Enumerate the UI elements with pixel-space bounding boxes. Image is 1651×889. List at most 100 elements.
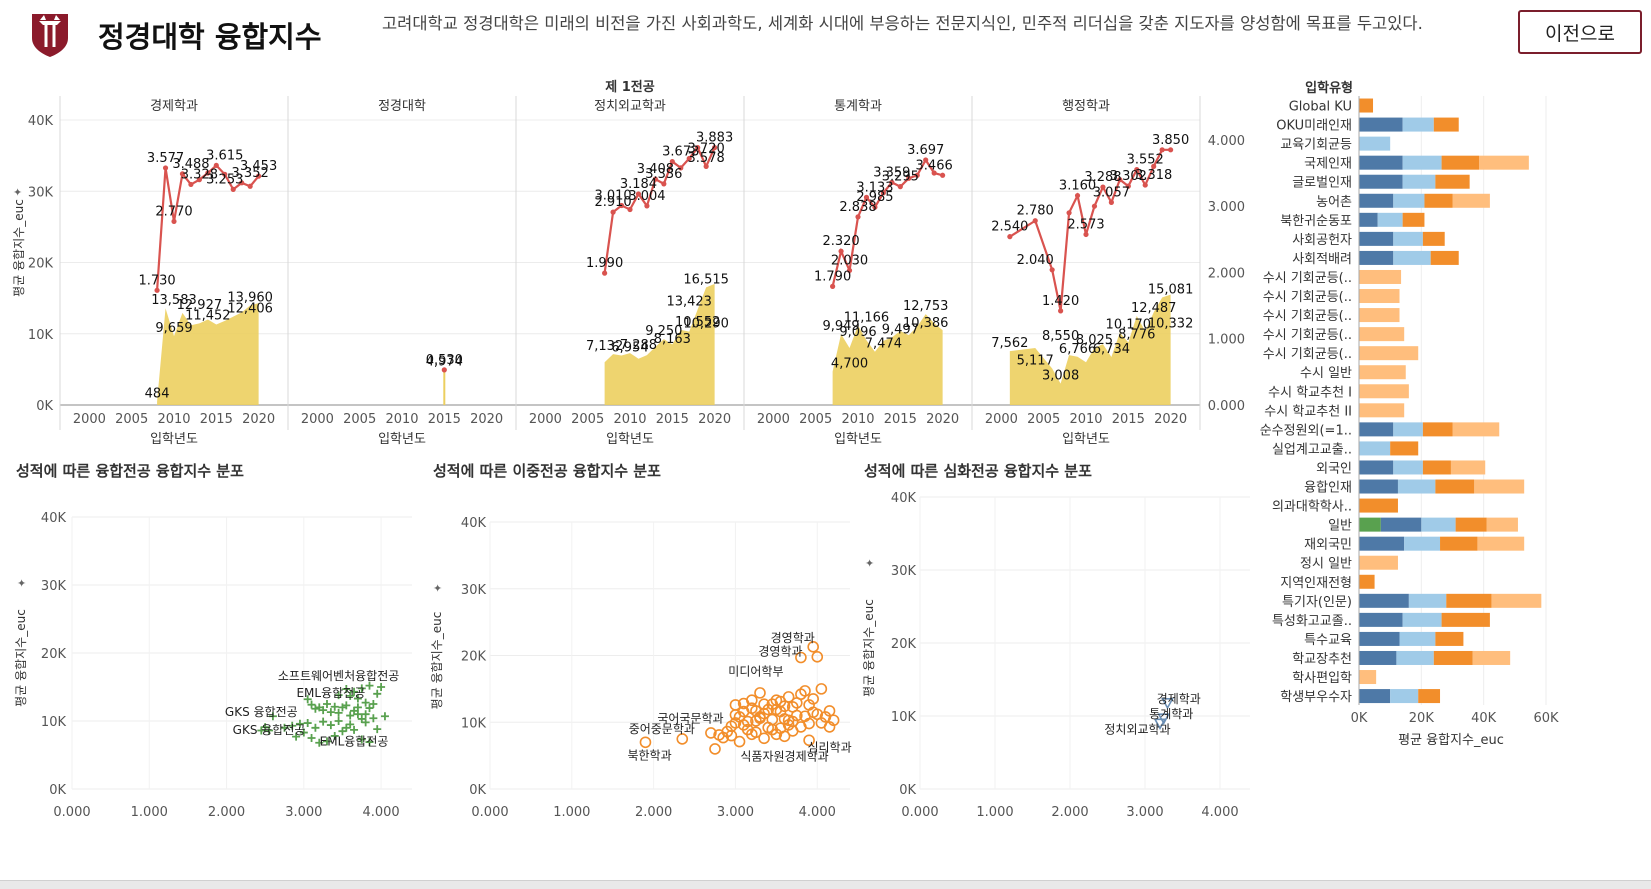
area-data-label: 8,025 (1076, 333, 1113, 348)
point-label: 식품자원경제학과 (740, 749, 828, 763)
scatter-point (261, 723, 270, 732)
bar-segment (1359, 98, 1374, 113)
x-tick-label: 2000 (301, 412, 334, 427)
scatter-title: 성적에 따른 이중전공 융합지수 분포 (433, 462, 661, 480)
line-data-label: 3.720 (688, 141, 725, 156)
area-data-label: 10,386 (903, 316, 949, 331)
bar-segment (1359, 631, 1400, 646)
line-data-label: 3.253 (206, 172, 243, 187)
bar-segment (1474, 479, 1525, 494)
category-label: 수시 학교추천 I (1268, 385, 1352, 400)
x-tick-label: 3.000 (285, 805, 322, 820)
line-point (669, 158, 675, 165)
point-label: 미디어학부 (728, 665, 783, 679)
x-tick-label: 2005 (571, 412, 604, 427)
x-tick-label: 2015 (200, 412, 233, 427)
bar-segment (1486, 517, 1518, 532)
bar-segment (1452, 193, 1490, 208)
scatter-chart-4: 성적에 따른 심화전공 융합지수 분포 40K 30K 20K 10K 0K 0.000 1.… (862, 462, 1250, 820)
line-data-label: 1.420 (1042, 294, 1079, 309)
bar-segment (1359, 555, 1398, 570)
bar-segment (1393, 193, 1425, 208)
area-data-label: 13,960 (227, 291, 273, 306)
point-label: 경영학과 (758, 645, 802, 659)
line-point (441, 367, 447, 373)
top-line-area-chart: 제 1전공 40K 30K 20K 10K 0K 4.000 3.000 2.000 1.000 0… (12, 79, 1245, 447)
line-data-label: 2.320 (822, 234, 859, 249)
line-point (1168, 147, 1174, 153)
category-label: 특수교육 (1304, 633, 1352, 648)
category-label: 의과대학학사.. (1272, 500, 1352, 515)
bar-segment (1422, 231, 1445, 246)
line-data-label: 1.790 (814, 269, 851, 284)
line-point (830, 283, 836, 289)
line-data-label: 0.530 (426, 353, 463, 368)
scatter-point (330, 702, 339, 711)
bar-segment (1359, 612, 1403, 627)
line-data-label: 3.004 (628, 189, 665, 204)
scatter-point (373, 725, 382, 734)
line-data-label: 3.160 (1059, 179, 1096, 194)
scatter-point (782, 714, 795, 727)
x-axis-title: 입학년도 (1062, 432, 1110, 447)
bar-segment (1359, 269, 1402, 284)
area-data-label: 484 (145, 387, 170, 402)
line-data-label: 2.910 (594, 195, 631, 210)
line-point (196, 177, 202, 183)
scatter-point (774, 705, 787, 718)
category-label: 지역인재전형 (1280, 576, 1352, 591)
back-button[interactable]: 이전으로 (1518, 10, 1642, 54)
line-data-label: 3.010 (594, 189, 631, 204)
scatter-point (307, 734, 316, 742)
line-data-label: 3.578 (688, 151, 725, 166)
line-data-label: 3.850 (1152, 133, 1189, 148)
bottom-scrollbar[interactable] (0, 880, 1651, 889)
bar-segment (1396, 650, 1434, 665)
bar-segment (1472, 650, 1511, 665)
x-tick-label: 0.000 (471, 805, 508, 820)
area-data-label: 16,515 (683, 272, 729, 287)
scatter-point (380, 712, 389, 721)
area-data-label: 12,406 (227, 302, 273, 317)
line-point (1058, 308, 1064, 314)
x-tick-label: 40K (1471, 711, 1497, 726)
bar-segment (1452, 422, 1500, 437)
line-point (1032, 218, 1038, 224)
bar-segment (1359, 231, 1394, 246)
bar-segment (1402, 174, 1436, 189)
line-data-label: 3.184 (620, 177, 657, 192)
category-label: 수시 기회균등(.. (1263, 328, 1352, 343)
line-data-label: 3.295 (882, 170, 919, 185)
line-data-label: 3.697 (907, 143, 944, 158)
bar-segment (1359, 650, 1397, 665)
line-point (846, 267, 853, 274)
scatter-point (737, 697, 750, 710)
bar-segment (1478, 155, 1529, 170)
scatter-point (326, 708, 335, 717)
line-point (923, 157, 929, 163)
scatter-point (353, 710, 362, 719)
line-data-label: 3.359 (873, 165, 910, 180)
panel-title: 정치외교학과 (594, 99, 666, 114)
point-label: 통계학과 (1149, 707, 1193, 721)
y-tick-label: 20K (461, 650, 487, 665)
category-label: 수시 기회균등(.. (1263, 290, 1352, 305)
line-point (872, 204, 878, 210)
scatter-point (280, 723, 289, 732)
y-tick-label: 20K (891, 637, 917, 652)
scatter-point (737, 719, 750, 731)
y-tick-label: 0K (469, 783, 486, 798)
bar-segment (1477, 536, 1525, 551)
area-data-label: 12,927 (177, 298, 223, 313)
scatter-point (791, 697, 803, 709)
line-point (855, 214, 861, 220)
bar-segment (1359, 117, 1403, 132)
bar-segment (1359, 403, 1405, 418)
y-tick-label: 10K (891, 710, 917, 725)
scatter-point (807, 641, 819, 653)
category-label: 재외국민 (1304, 538, 1352, 553)
scatter-chart-2: 성적에 따른 융합전공 융합지수 분포 40K 30K 20K 10K 0K 0.000 1.… (14, 462, 412, 820)
y-tick-label: 0K (36, 399, 53, 414)
y-axis-title: 평균 융합지수_euc (14, 609, 28, 707)
